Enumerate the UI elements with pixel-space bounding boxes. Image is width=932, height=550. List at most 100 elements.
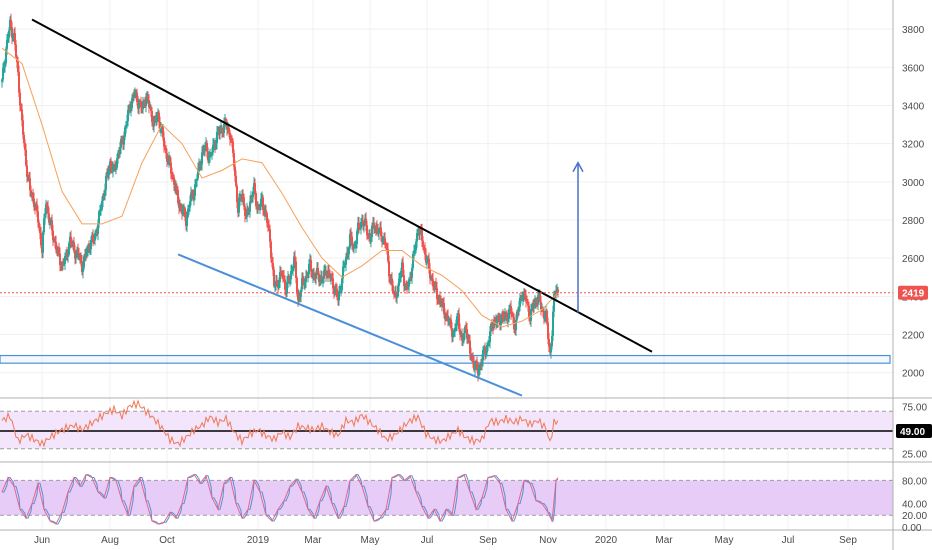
candle-body [398,278,400,286]
candle-body [14,33,16,45]
candle-body [307,274,309,277]
candle-body [305,276,307,283]
stochastic-tick-label: 40.00 [902,500,927,511]
candle-body [112,166,114,172]
candle-body [392,285,394,293]
candle-body [426,260,428,263]
candle-body [546,310,548,323]
candle-body [456,316,458,326]
candle-body [435,282,437,289]
support-zone[interactable] [0,354,891,364]
candle-body [10,19,12,28]
candle-body [32,194,34,199]
time-tick-label: Oct [159,535,175,546]
candle-body [479,364,481,369]
candle-body [189,201,191,208]
time-tick-label: Jul [421,535,434,546]
candle-body [156,118,158,121]
candle-body [493,319,495,329]
candle-body [162,127,164,138]
candle-body [528,305,530,317]
candle-body [209,153,211,158]
candle-body [249,201,251,212]
candle-body [525,295,527,302]
candle-body [461,333,463,341]
candle-body [296,278,298,294]
candle-body [450,319,452,329]
candle-body [73,242,75,252]
candle-body [376,226,378,230]
rsi-tick-label: 25.00 [902,449,927,460]
candle-body [153,121,155,127]
candle-body [289,279,291,282]
candle-body [259,206,261,208]
candle-body [300,289,302,297]
rsi-axis[interactable]: 75.00 25.00 [902,403,927,461]
candle-body [489,331,491,343]
support-trendline[interactable] [177,253,523,397]
candle-body [26,165,28,177]
candle-body [306,276,308,278]
candle-body [504,313,506,319]
candle-body [413,250,415,254]
candle-body [399,278,401,280]
candle-body [15,44,17,57]
candle-body [496,321,498,325]
candle-body [61,264,63,267]
candle-body [130,108,132,111]
candle-body [163,137,165,147]
candle-body [256,206,258,209]
target-arrow[interactable] [572,161,584,313]
candle-body [223,123,225,134]
candle-body [414,250,416,252]
candle-body [36,204,38,212]
candle-body [54,240,56,242]
candle-body [105,176,107,190]
candle-body [466,329,468,339]
candle-body [207,151,209,161]
candle-body [323,270,325,279]
candle-body [5,48,7,64]
candle-body [522,297,524,300]
candle-body [148,100,150,108]
candle-body [78,253,80,258]
candle-body [552,311,554,336]
candle-body [180,205,182,209]
candle-body [6,39,8,49]
candle-body [322,278,324,282]
price-axis[interactable]: 3800360034003200300028002600240022002000 [902,25,925,380]
candle-body [422,240,424,248]
candle-body [102,195,104,201]
candle-body [487,344,489,346]
candle-body [329,273,331,279]
candle-body [498,316,500,320]
rsi-panel [0,399,893,450]
candle-body [278,281,280,288]
candle-body [194,184,196,196]
price-tick-label: 2200 [902,331,925,342]
resistance-trendline[interactable] [31,18,653,353]
candle-body [319,279,321,283]
candle-body [184,208,186,218]
candle-body [279,271,281,282]
candle-body [208,157,210,161]
time-axis[interactable]: Jun Aug Oct 2019 Mar May Jul Sep Nov 2020 Mar May Ju… [34,535,857,546]
candles [1,13,559,382]
price-tick-label: 2000 [902,369,925,380]
candle-body [318,273,320,283]
candle-body [210,153,212,155]
candle-body [326,275,328,277]
candle-body [349,233,351,248]
price-tick-label: 2600 [902,254,925,265]
candle-body [143,101,145,103]
candle-body [491,323,493,328]
rsi-tick-label: 75.00 [902,403,927,414]
candle-body [200,164,202,167]
candle-body [453,330,455,334]
candle-body [425,254,427,263]
candle-body [248,211,250,213]
candle-body [405,285,407,287]
